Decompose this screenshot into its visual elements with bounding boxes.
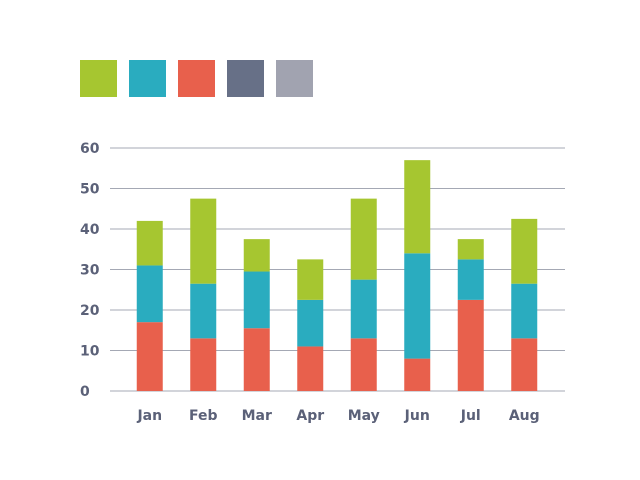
bar-jun-segment-1 [404,358,431,391]
legend-swatch-4 [227,60,264,97]
bar-jun-segment-2 [404,253,431,359]
bar-jul-segment-2 [457,259,484,300]
legend-swatch-5 [276,60,313,97]
y-tick-label: 10 [80,344,100,360]
bar-aug-segment-1 [511,338,538,391]
y-tick-label: 50 [80,182,100,198]
y-tick-label: 30 [80,263,100,279]
bar-apr-segment-3 [297,259,324,300]
bar-may-segment-3 [350,198,377,280]
x-tick-label: Jun [404,408,430,424]
bar-feb-segment-3 [190,198,217,284]
bar-mar-segment-3 [243,239,270,272]
bar-apr-segment-1 [297,346,324,391]
legend-swatch-1 [80,60,117,97]
x-tick-label: Jan [136,408,162,424]
bar-feb-segment-1 [190,338,217,391]
bar-aug-segment-3 [511,218,538,284]
bar-mar-segment-2 [243,271,270,329]
y-tick-label: 0 [80,384,90,400]
x-tick-label: Aug [509,408,540,424]
bar-may-segment-1 [350,338,377,391]
bars [136,160,538,391]
bar-jan-segment-3 [136,220,163,266]
bar-mar-segment-1 [243,328,270,391]
x-tick-label: Apr [296,408,324,424]
bar-jun-segment-3 [404,160,431,254]
y-tick-label: 40 [80,222,100,238]
bar-feb-segment-2 [190,283,217,339]
bar-jul-segment-3 [457,239,484,260]
bar-aug-segment-2 [511,283,538,339]
y-tick-label: 20 [80,303,100,319]
bar-may-segment-2 [350,279,377,339]
x-tick-label: Jul [460,408,481,424]
x-tick-label: Feb [189,408,218,424]
bar-jul-segment-1 [457,299,484,391]
legend-swatch-3 [178,60,215,97]
y-axis-ticks: 0 10 20 30 40 50 60 [80,141,100,400]
bar-jan-segment-2 [136,265,163,323]
legend [80,60,313,97]
y-tick-label: 60 [80,141,100,157]
legend-swatch-2 [129,60,166,97]
bar-jan-segment-1 [136,322,163,391]
x-tick-label: Mar [242,408,272,424]
x-axis-labels: Jan Feb Mar Apr May Jun Jul Aug [136,408,539,424]
bar-apr-segment-2 [297,299,324,347]
gridlines [110,147,565,392]
x-tick-label: May [348,408,380,424]
